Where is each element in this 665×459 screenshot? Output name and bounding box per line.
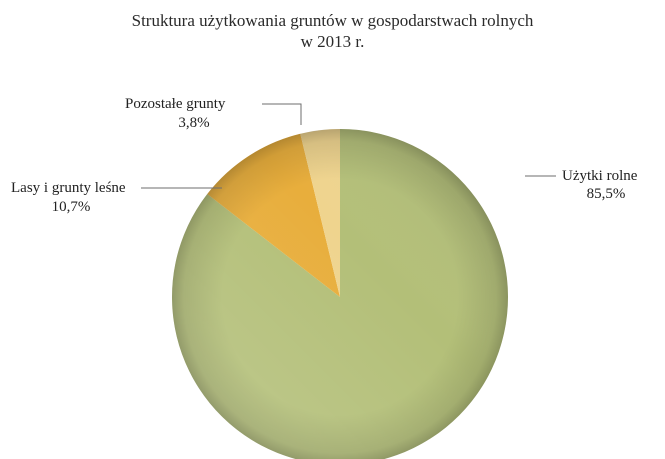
chart-title-line-2: w 2013 r. <box>300 32 365 51</box>
pie-shading-edge <box>172 129 508 459</box>
slice-label-pozostale: Pozostałe grunty <box>125 96 226 112</box>
slice-value-uzytki-rolne: 85,5% <box>587 186 626 202</box>
slice-label-uzytki-rolne: Użytki rolne <box>562 168 638 184</box>
slice-value-pozostale: 3,8% <box>178 115 209 131</box>
chart-title-line-1: Struktura użytkowania gruntów w gospodar… <box>131 11 534 30</box>
chart-title: Struktura użytkowania gruntów w gospodar… <box>0 10 665 52</box>
leader-line-pozostale <box>262 103 302 125</box>
slice-value-lasy: 10,7% <box>52 199 91 215</box>
slice-label-lasy: Lasy i grunty leśne <box>11 180 126 196</box>
